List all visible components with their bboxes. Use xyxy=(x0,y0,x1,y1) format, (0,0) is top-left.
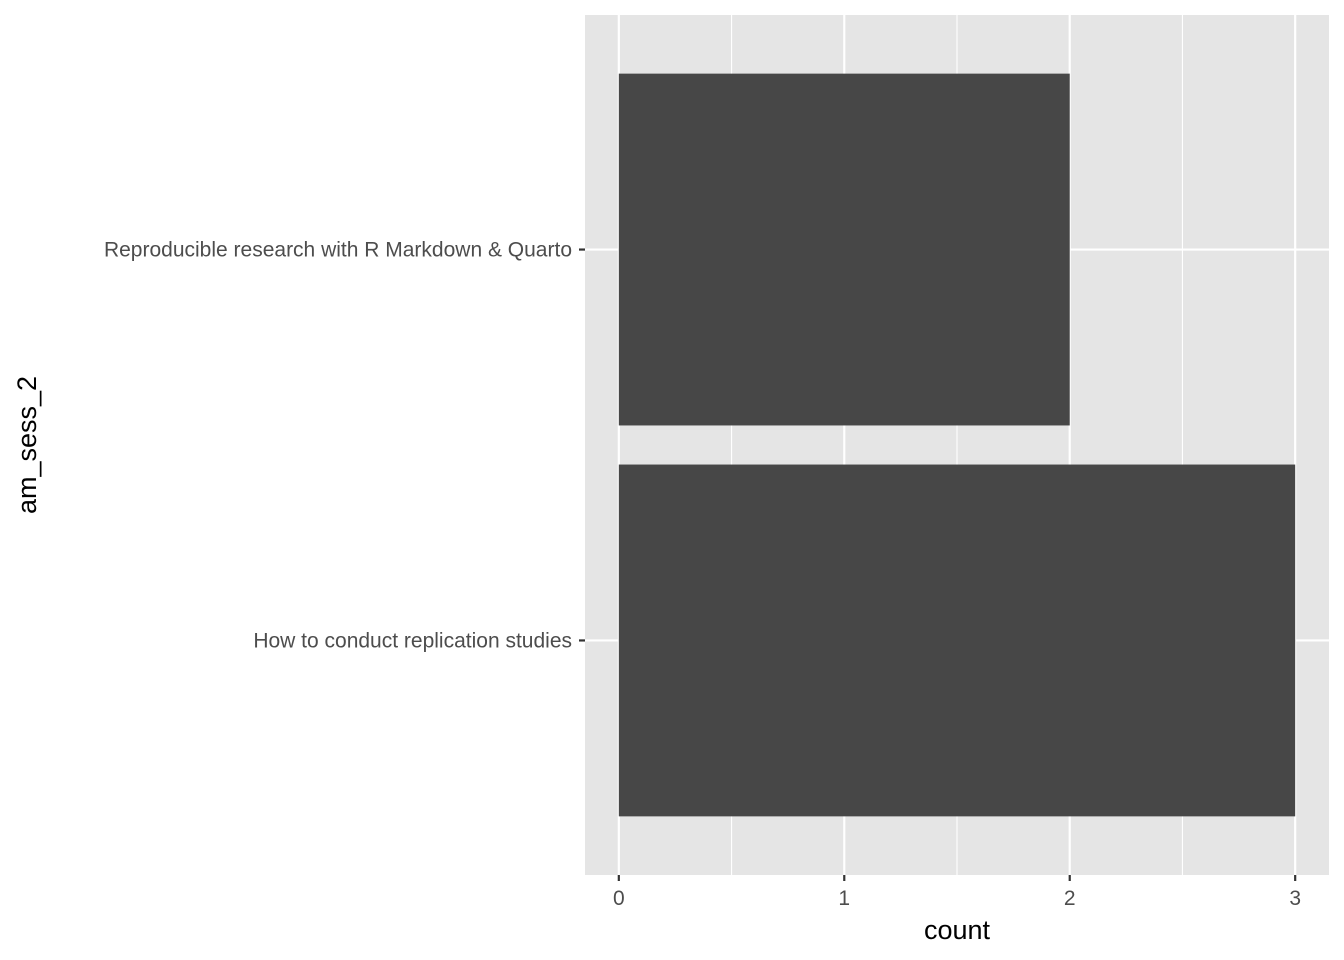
bar xyxy=(618,464,1296,817)
x-axis: 0 1 2 3 xyxy=(613,875,1301,910)
y-axis-title: am_sess_2 xyxy=(12,376,42,514)
x-tick-label: 0 xyxy=(613,887,625,910)
y-tick-label: Reproducible research with R Markdown & … xyxy=(104,239,572,262)
bar xyxy=(618,73,1070,426)
y-axis: Reproducible research with R Markdown & … xyxy=(104,239,585,652)
y-tick-label: How to conduct replication studies xyxy=(253,629,572,652)
bars xyxy=(618,73,1296,817)
x-axis-title: count xyxy=(924,915,991,945)
x-tick-label: 1 xyxy=(838,887,850,910)
x-tick-label: 2 xyxy=(1064,887,1076,910)
x-tick-label: 3 xyxy=(1289,887,1301,910)
